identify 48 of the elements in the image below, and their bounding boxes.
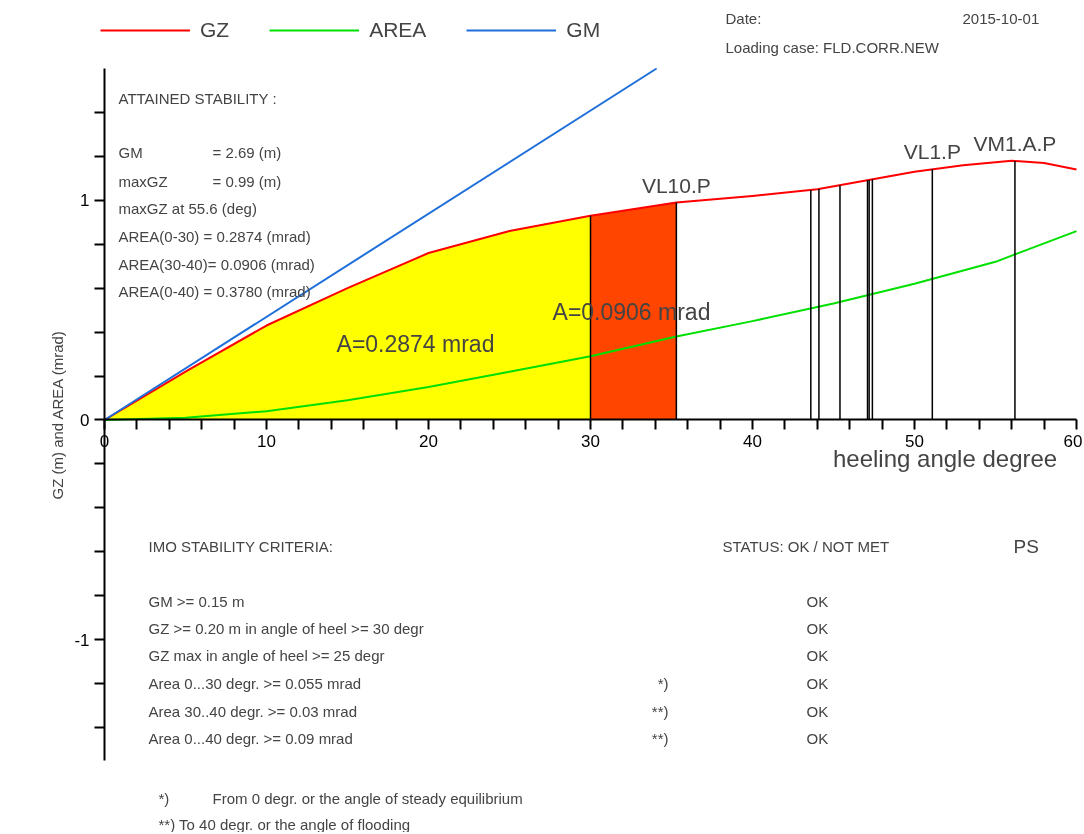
text: *): [158, 790, 170, 807]
annotation: GZ max in angle of heel >= 25 degr: [148, 647, 385, 664]
annotation: ATTAINED STABILITY :: [118, 90, 277, 107]
y-tick-label: 0: [80, 410, 90, 430]
annotation: STATUS: OK / NOT MET: [722, 538, 890, 555]
annotation: **): [651, 730, 669, 747]
annotation: Area 30..40 degr. >= 0.03 mrad: [148, 703, 357, 720]
annotation: OK: [806, 647, 829, 664]
annotation: AREA(30-40)= 0.0906 (mrad): [118, 256, 315, 273]
legend-label: AREA: [369, 18, 427, 42]
annotation: OK: [806, 593, 829, 610]
annotation: OK: [806, 675, 829, 692]
annotation: GM >= 0.15 m: [148, 593, 245, 610]
text: From 0 degr. or the angle of steady equilibrium: [212, 790, 523, 807]
legend-label: GM: [566, 18, 601, 42]
text: Date:: [725, 10, 762, 27]
ref-line-label: VL1.P: [903, 140, 961, 164]
annotation: IMO STABILITY CRITERIA:: [148, 538, 333, 555]
annotation: Area 0...30 degr. >= 0.055 mrad: [148, 675, 362, 692]
x-tick-label: 50: [905, 431, 924, 451]
annotation: maxGZ: [118, 173, 168, 190]
annotation: **): [651, 703, 669, 720]
annotation: Area 0...40 degr. >= 0.09 mrad: [148, 730, 353, 747]
annotation: PS: [1013, 536, 1039, 557]
legend-label: GZ: [200, 18, 230, 42]
x-tick-label: 20: [419, 431, 438, 451]
annotation: AREA(0-30) = 0.2874 (mrad): [118, 228, 311, 245]
annotation: maxGZ at 55.6 (deg): [118, 200, 257, 217]
annotation: = 2.69 (m): [212, 144, 282, 161]
x-tick-label: 10: [257, 431, 276, 451]
annotation: OK: [806, 620, 829, 637]
annotation: OK: [806, 703, 829, 720]
annotation: GM: [118, 144, 143, 161]
text: Loading case: FLD.CORR.NEW: [725, 39, 940, 56]
x-tick-label: 40: [743, 431, 762, 451]
y-tick-label: -1: [74, 630, 90, 650]
annotation: *): [657, 675, 669, 692]
x-tick-label: 60: [1063, 431, 1083, 451]
annotation: OK: [806, 730, 829, 747]
annotation: A=0.2874 mrad: [336, 330, 495, 357]
text: 2015-10-01: [962, 9, 1040, 27]
x-tick-label: 30: [581, 431, 600, 451]
annotation: = 0.99 (m): [212, 173, 282, 190]
ref-line-label: VL10.P: [641, 173, 711, 197]
annotation: GZ >= 0.20 m in angle of heel >= 30 degr: [148, 620, 424, 637]
ref-line-label: VM1.A.P: [973, 131, 1057, 155]
y-axis-title: GZ (m) and AREA (mrad): [49, 331, 67, 500]
y-tick-label: 1: [80, 191, 90, 211]
